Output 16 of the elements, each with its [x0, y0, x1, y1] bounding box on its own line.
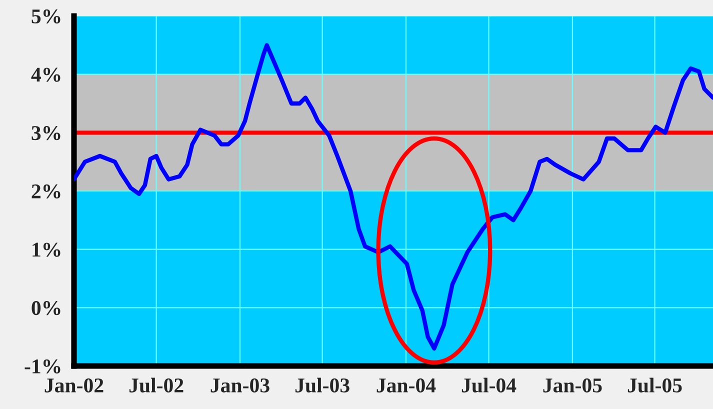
x-tick-label: Jan-04: [376, 378, 436, 392]
y-tick-label: -1%: [24, 359, 60, 374]
y-tick-label: 4%: [31, 68, 60, 82]
x-tick-label: Jan-05: [543, 378, 602, 392]
y-tick-label: 0%: [32, 301, 60, 316]
x-tick-label: Jan-02: [44, 378, 104, 392]
y-tick-label: 3%: [32, 126, 60, 140]
y-tick-label: 5%: [32, 9, 60, 24]
x-tick-label: Jul-03: [295, 378, 350, 393]
x-tick-label: Jul-04: [462, 378, 516, 393]
x-tick-label: Jul-02: [129, 378, 184, 393]
y-tick-label: 1%: [32, 242, 60, 257]
x-tick-label: Jan-03: [210, 378, 270, 392]
y-tick-label: 2%: [32, 184, 60, 198]
x-tick-label: Jul-05: [628, 378, 682, 393]
line-series: [74, 43, 713, 351]
